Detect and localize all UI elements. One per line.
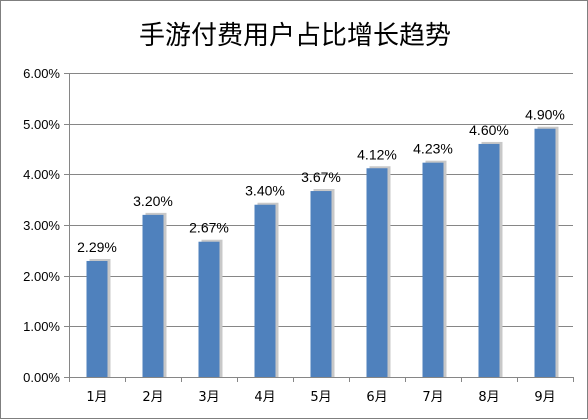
bars [86,128,556,377]
y-tick-label: 1.00% [23,319,60,334]
y-tick-labels: 0.00% 1.00% 2.00% 3.00% 4.00% 5.00% 6.00% [23,66,60,385]
x-tick-labels: 1月 2月 3月 4月 5月 6月 7月 8月 9月 [86,390,555,405]
bar [198,241,220,377]
data-label: 4.23% [413,141,453,157]
bar [478,143,500,377]
x-tick-label: 3月 [198,390,219,405]
bar [310,191,332,377]
bar [142,214,164,377]
bar [422,162,444,377]
chart-title: 手游付费用户占比增长趋势 [139,21,451,51]
data-label: 3.67% [301,169,341,185]
x-tick-label: 7月 [422,390,443,405]
x-tick-label: 2月 [142,390,163,405]
x-tick-label: 4月 [254,390,275,405]
data-label: 3.40% [245,183,285,199]
data-label: 4.90% [525,107,565,123]
data-label: 4.60% [469,122,509,138]
y-tick-label: 3.00% [23,218,60,233]
bar [366,168,388,377]
x-tick-label: 1月 [86,390,107,405]
x-tick-label: 8月 [478,390,499,405]
y-tick-label: 0.00% [23,370,60,385]
data-label: 3.20% [133,193,173,209]
y-tick-label: 2.00% [23,269,60,284]
data-label: 4.12% [357,146,397,162]
x-tick-label: 9月 [534,390,555,405]
data-label: 2.67% [189,220,229,236]
x-tick-label: 6月 [366,390,387,405]
data-label: 2.29% [77,239,117,255]
data-labels: 2.29% 3.20% 2.67% 3.40% 3.67% 4.12% 4.23% 4.60%… [77,107,565,255]
y-tick-label: 6.00% [23,66,60,81]
bar [254,204,276,377]
bar [534,128,556,377]
bar [86,260,108,377]
axes [64,73,574,382]
y-tick-label: 4.00% [23,167,60,182]
y-tick-label: 5.00% [23,117,60,132]
x-tick-label: 5月 [310,390,331,405]
